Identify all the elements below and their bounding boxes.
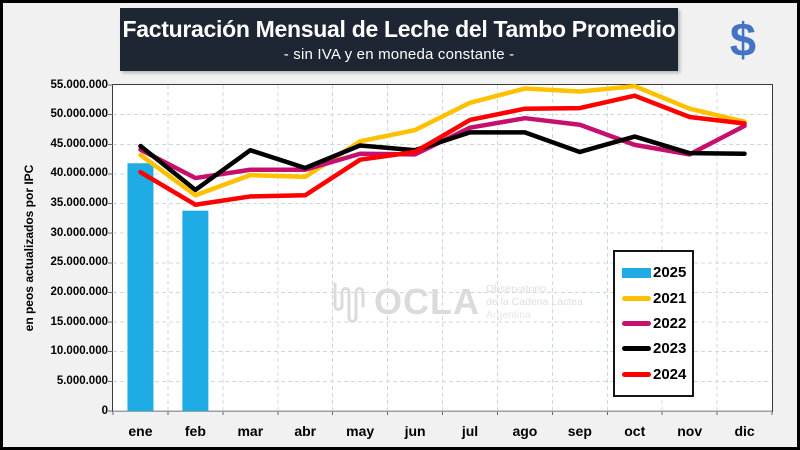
chart-title-bar: Facturación Mensual de Leche del Tambo P… bbox=[120, 8, 678, 71]
x-tick-label: jun bbox=[404, 423, 426, 439]
x-tick-label: nov bbox=[677, 423, 703, 439]
y-tick-label: 0 bbox=[101, 404, 108, 417]
x-tick-label: ene bbox=[128, 423, 153, 439]
legend-swatch-2022 bbox=[622, 320, 651, 326]
y-tick-label: 5.000.000 bbox=[56, 374, 108, 387]
line-2023 bbox=[138, 130, 747, 193]
legend-item-2025: 2025 bbox=[622, 264, 692, 281]
line-2021 bbox=[138, 83, 747, 198]
x-tick-label: jul bbox=[461, 423, 479, 439]
y-tick-label: 15.000.000 bbox=[50, 315, 108, 328]
y-tick-label: 50.000.000 bbox=[50, 108, 108, 121]
dollar-sign-icon: $ bbox=[729, 12, 757, 66]
chart-title: Facturación Mensual de Leche del Tambo P… bbox=[122, 16, 676, 42]
legend-label: 2024 bbox=[653, 365, 687, 383]
legend-item-2021: 2021 bbox=[622, 290, 692, 307]
chart-canvas bbox=[108, 83, 773, 415]
chart-subtitle: - sin IVA y en moneda constante - bbox=[283, 46, 515, 63]
legend-item-2022: 2022 bbox=[622, 315, 692, 332]
y-tick-label: 35.000.000 bbox=[50, 197, 108, 210]
x-tick-label: oct bbox=[624, 423, 646, 439]
chart-legend: 2025 2021 2022 2023 2024 bbox=[613, 250, 694, 397]
legend-label: 2022 bbox=[653, 314, 687, 332]
y-tick-label: 25.000.000 bbox=[50, 256, 108, 269]
bar-2025 bbox=[127, 163, 154, 411]
legend-label: 2021 bbox=[653, 289, 687, 307]
x-tick-label: ago bbox=[512, 423, 538, 439]
legend-label: 2025 bbox=[653, 264, 687, 282]
x-tick-label: dic bbox=[734, 423, 755, 439]
y-tick-label: 30.000.000 bbox=[50, 226, 108, 239]
y-tick-label: 20.000.000 bbox=[50, 285, 108, 298]
y-tick-label: 40.000.000 bbox=[50, 167, 108, 180]
bar-2025 bbox=[182, 210, 209, 411]
y-tick-label: 10.000.000 bbox=[50, 345, 108, 358]
y-tick-label: 45.000.000 bbox=[50, 137, 108, 150]
x-tick-label: abr bbox=[294, 423, 317, 439]
legend-item-2024: 2024 bbox=[622, 366, 692, 383]
line-2024 bbox=[138, 93, 747, 207]
x-tick-label: feb bbox=[184, 423, 206, 439]
y-tick-label: 55.000.000 bbox=[50, 78, 108, 91]
x-tick-label: sep bbox=[567, 423, 592, 439]
legend-swatch-2024 bbox=[622, 371, 651, 377]
x-tick-label: mar bbox=[237, 423, 264, 439]
legend-swatch-2025 bbox=[622, 267, 651, 278]
x-tick-label: may bbox=[346, 423, 375, 439]
x-axis-tick-labels: ene feb mar abr may jun jul ago sep oct nov dic bbox=[113, 423, 772, 447]
legend-item-2023: 2023 bbox=[622, 340, 692, 357]
legend-swatch-2021 bbox=[622, 295, 651, 301]
legend-swatch-2023 bbox=[622, 346, 651, 352]
legend-label: 2023 bbox=[653, 340, 687, 358]
